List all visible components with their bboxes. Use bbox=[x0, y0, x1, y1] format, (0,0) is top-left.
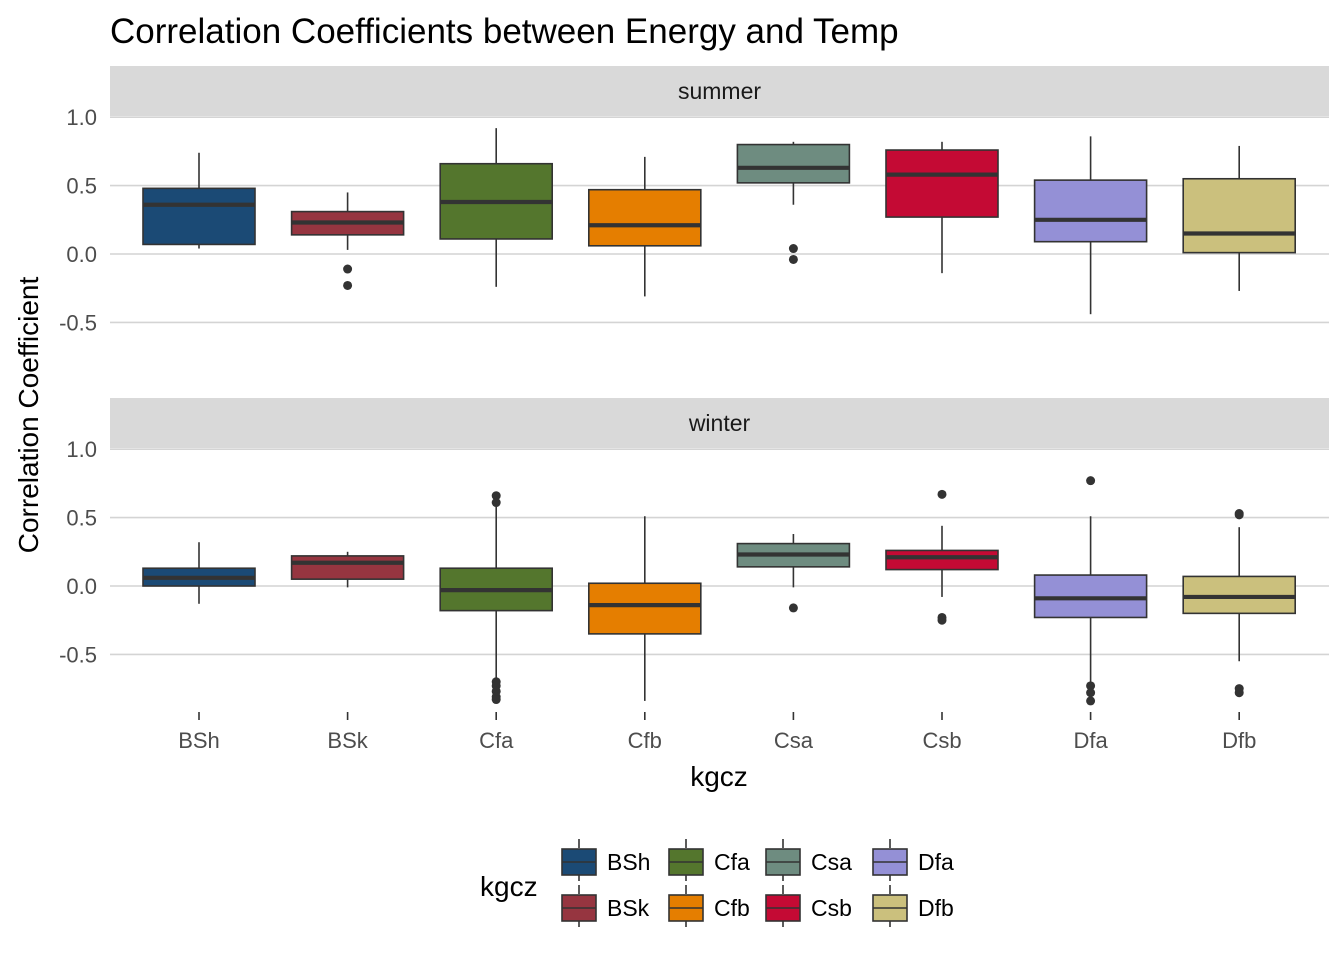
x-tick-label: Csb bbox=[922, 728, 961, 753]
box-Dfa bbox=[1033, 476, 1148, 706]
x-tick-label: Dfa bbox=[1073, 728, 1108, 753]
x-tick-label: BSh bbox=[178, 728, 220, 753]
y-tick-label: 0.5 bbox=[66, 506, 97, 531]
box-Csb bbox=[885, 141, 999, 274]
outlier-point bbox=[491, 695, 501, 705]
y-tick-label: 0.5 bbox=[66, 174, 97, 199]
panel-summer: summer 1.0 0.5 0.0 -0.5 bbox=[59, 66, 1329, 335]
box-Cfb bbox=[587, 156, 702, 297]
outlier-point bbox=[788, 244, 798, 254]
box-Csa bbox=[736, 534, 851, 613]
outlier-point bbox=[343, 264, 353, 274]
x-tick-label: Dfb bbox=[1222, 728, 1256, 753]
legend-label: BSh bbox=[607, 849, 650, 875]
y-tick-label: 0.0 bbox=[66, 242, 97, 267]
box-Dfb bbox=[1182, 145, 1296, 291]
box-body bbox=[736, 143, 851, 184]
facet-panels: summer 1.0 0.5 0.0 -0.5 winter 1.0 0.5 0.0 -0.5 BS… bbox=[59, 66, 1329, 753]
legend-entry-BSh: BSh bbox=[561, 839, 650, 881]
outlier-point bbox=[1086, 476, 1096, 486]
outlier-point bbox=[491, 491, 501, 501]
x-axis-title: kgcz bbox=[690, 761, 748, 792]
strip-label: winter bbox=[688, 410, 751, 436]
legend-label: BSk bbox=[607, 895, 650, 921]
outlier-point bbox=[937, 615, 947, 625]
x-tick-label: Cfa bbox=[479, 728, 514, 753]
box-body bbox=[290, 555, 405, 580]
outlier-point bbox=[1086, 696, 1096, 706]
box-BSh bbox=[142, 152, 256, 249]
strip-winter bbox=[110, 398, 1329, 448]
y-tick-label: 1.0 bbox=[66, 437, 97, 462]
legend-label: Dfb bbox=[918, 895, 954, 921]
box-body bbox=[587, 188, 702, 247]
box-BSk bbox=[290, 551, 405, 588]
legend-entry-Dfa: Dfa bbox=[872, 839, 954, 881]
x-tick-label: BSk bbox=[327, 728, 368, 753]
strip-summer bbox=[110, 66, 1329, 116]
box-BSh bbox=[142, 542, 256, 604]
outlier-point bbox=[343, 280, 353, 290]
outlier-point bbox=[788, 603, 798, 613]
box-body bbox=[885, 549, 999, 571]
y-axis-title: Correlation Coefficient bbox=[13, 277, 44, 554]
legend: kgcz BSh BSk Cfa Cfb Csa Csb Dfa Dfb bbox=[480, 839, 954, 927]
box-Cfb bbox=[587, 516, 702, 701]
legend-entry-BSk: BSk bbox=[561, 885, 650, 927]
chart-title: Correlation Coefficients between Energy … bbox=[110, 12, 899, 51]
legend-entry-Cfa: Cfa bbox=[668, 839, 750, 881]
box-Csb bbox=[885, 489, 999, 625]
x-tick-label: Csa bbox=[774, 728, 814, 753]
legend-label: Csb bbox=[811, 895, 852, 921]
y-tick-label: -0.5 bbox=[59, 310, 97, 335]
x-axis: BSh BSk Cfa Cfb Csa Csb Dfa Dfb bbox=[178, 712, 1256, 753]
strip-label: summer bbox=[678, 78, 761, 104]
outlier-point bbox=[1086, 681, 1096, 691]
legend-entry-Csb: Csb bbox=[765, 885, 852, 927]
panel-winter: winter 1.0 0.5 0.0 -0.5 bbox=[59, 398, 1329, 706]
legend-label: Csa bbox=[811, 849, 852, 875]
box-Dfb bbox=[1182, 508, 1296, 698]
box-Csa bbox=[736, 141, 851, 264]
outlier-point bbox=[491, 498, 501, 508]
outlier-point bbox=[1234, 508, 1244, 518]
outlier-point bbox=[788, 254, 798, 264]
y-tick-label: 0.0 bbox=[66, 574, 97, 599]
outlier-point bbox=[1234, 688, 1244, 698]
legend-label: Cfa bbox=[714, 849, 750, 875]
box-Dfa bbox=[1033, 136, 1148, 315]
legend-title: kgcz bbox=[480, 871, 538, 902]
box-body bbox=[587, 582, 702, 635]
box-Cfa bbox=[439, 491, 554, 705]
box-body bbox=[1033, 179, 1148, 243]
box-Cfa bbox=[439, 128, 554, 287]
box-body bbox=[142, 187, 256, 246]
legend-label: Cfb bbox=[714, 895, 750, 921]
outlier-point bbox=[1086, 688, 1096, 698]
y-tick-label: -0.5 bbox=[59, 642, 97, 667]
box-body bbox=[1182, 177, 1296, 254]
outlier-point bbox=[937, 489, 947, 499]
x-tick-label: Cfb bbox=[628, 728, 662, 753]
box-body bbox=[885, 149, 999, 218]
legend-entry-Csa: Csa bbox=[765, 839, 852, 881]
legend-entry-Cfb: Cfb bbox=[668, 885, 750, 927]
legend-label: Dfa bbox=[918, 849, 954, 875]
y-tick-label: 1.0 bbox=[66, 105, 97, 130]
box-BSk bbox=[290, 192, 405, 290]
legend-entry-Dfb: Dfb bbox=[872, 885, 954, 927]
